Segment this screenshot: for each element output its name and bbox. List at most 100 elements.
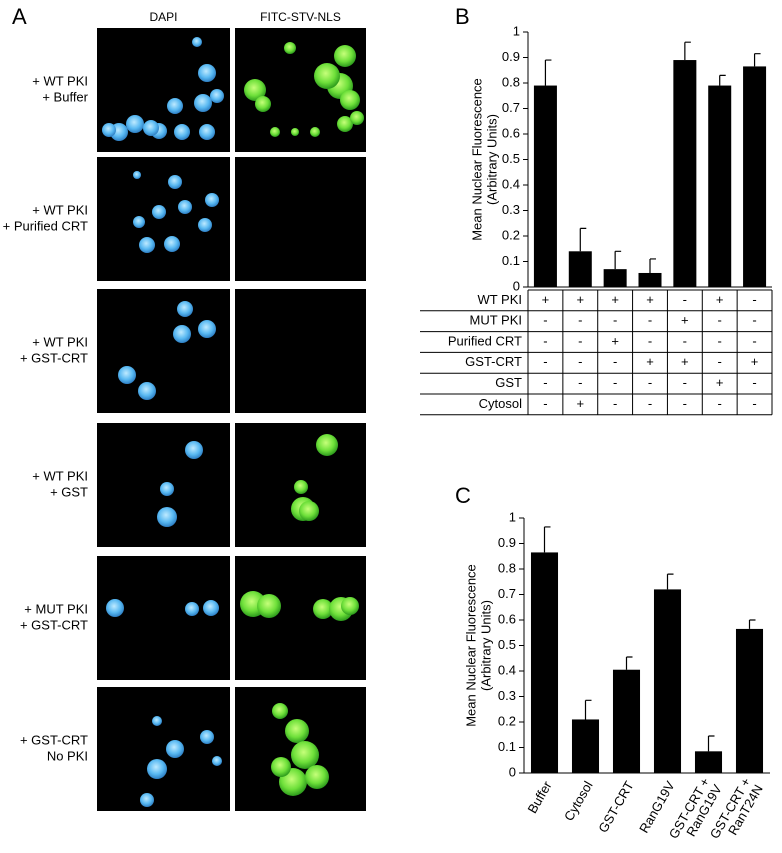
- micrograph: [97, 157, 230, 281]
- y-tick-label: 0.8: [498, 560, 516, 575]
- y-tick-label: 0.4: [502, 176, 520, 191]
- row-label: + GST-CRT: [20, 350, 88, 365]
- condition-value: +: [611, 292, 619, 307]
- cell: [255, 96, 271, 112]
- condition-value: -: [613, 313, 617, 328]
- condition-value: -: [683, 375, 687, 390]
- error-bar: [684, 41, 691, 61]
- y-tick-label: 0.2: [498, 713, 516, 728]
- condition-value: -: [578, 313, 582, 328]
- y-tick-label: 0.7: [498, 586, 516, 601]
- condition-value: +: [646, 354, 654, 369]
- condition-value: +: [611, 333, 619, 348]
- y-tick-label: 0.9: [498, 535, 516, 550]
- cell: [199, 124, 215, 140]
- cell: [313, 599, 333, 619]
- bar: [603, 269, 627, 287]
- cell: [194, 94, 212, 112]
- condition-value: -: [578, 354, 582, 369]
- row-label: + MUT PKI: [24, 601, 88, 616]
- cell: [139, 237, 155, 253]
- cell: [140, 793, 154, 807]
- cell: [133, 216, 145, 228]
- y-axis-title: Mean Nuclear Fluorescence: [469, 78, 484, 241]
- cell: [350, 111, 364, 125]
- bar: [638, 272, 662, 287]
- condition-label: Cytosol: [479, 396, 522, 411]
- y-tick-label: 1: [513, 23, 520, 38]
- y-tick-label: 0.1: [498, 739, 516, 754]
- cell: [316, 434, 338, 456]
- cell: [284, 42, 296, 54]
- y-axis-title: (Arbitrary Units): [478, 600, 493, 691]
- row-label: No PKI: [47, 748, 88, 763]
- panel-label: B: [455, 4, 470, 29]
- condition-value: -: [613, 396, 617, 411]
- condition-value: -: [648, 333, 652, 348]
- error-bar: [543, 526, 551, 553]
- micrograph: [235, 157, 366, 281]
- bar: [530, 552, 559, 773]
- micrograph: [97, 423, 230, 547]
- y-tick-label: 0: [509, 764, 516, 779]
- y-tick-label: 0.5: [498, 637, 516, 652]
- condition-value: -: [543, 313, 547, 328]
- bar: [708, 85, 732, 287]
- error-bar: [625, 656, 633, 670]
- condition-label: WT PKI: [477, 292, 522, 307]
- condition-value: +: [646, 292, 654, 307]
- error-bar: [753, 53, 761, 67]
- error-bar: [579, 227, 587, 252]
- micrograph: [97, 28, 230, 152]
- bar: [743, 66, 767, 287]
- row-label: + WT PKI: [32, 468, 88, 483]
- condition-value: +: [576, 396, 584, 411]
- cell: [285, 719, 309, 743]
- row-label: + WT PKI: [32, 334, 88, 349]
- micrograph-background: [235, 289, 366, 413]
- cell: [203, 600, 219, 616]
- cell: [147, 759, 167, 779]
- cell: [210, 89, 224, 103]
- x-tick-label-line: GST-CRT: [596, 779, 637, 836]
- condition-value: -: [752, 313, 756, 328]
- y-tick-label: 0.9: [502, 49, 520, 64]
- panel-label: C: [455, 483, 471, 508]
- condition-value: -: [718, 354, 722, 369]
- column-header: FITC-STV-NLS: [260, 10, 341, 24]
- condition-value: +: [542, 292, 550, 307]
- error-bar: [614, 250, 622, 270]
- condition-value: -: [648, 375, 652, 390]
- x-tick-label: GST-CRT: [596, 779, 637, 836]
- y-tick-label: 1: [509, 509, 516, 524]
- error-bar: [584, 699, 592, 720]
- condition-value: -: [648, 396, 652, 411]
- cell: [102, 123, 116, 137]
- condition-value: +: [681, 313, 689, 328]
- condition-value: -: [648, 313, 652, 328]
- cell: [152, 205, 166, 219]
- row-label: + GST-CRT: [20, 617, 88, 632]
- bar: [694, 751, 723, 773]
- row-label: + GST: [50, 484, 88, 499]
- cell: [160, 482, 174, 496]
- row-label: + WT PKI: [32, 73, 88, 88]
- cell: [185, 602, 199, 616]
- condition-value: -: [683, 396, 687, 411]
- cell: [157, 507, 177, 527]
- cell: [198, 320, 216, 338]
- bar: [673, 60, 697, 287]
- cell: [152, 716, 162, 726]
- condition-value: -: [718, 333, 722, 348]
- micrograph-background: [97, 289, 230, 413]
- micrograph: [235, 687, 366, 811]
- y-tick-label: 0.4: [498, 662, 516, 677]
- micrograph-background: [97, 556, 230, 680]
- y-tick-label: 0.3: [498, 688, 516, 703]
- condition-value: -: [543, 333, 547, 348]
- condition-label: Purified CRT: [448, 333, 522, 348]
- condition-value: -: [718, 396, 722, 411]
- cell: [174, 124, 190, 140]
- micrograph: [235, 556, 366, 680]
